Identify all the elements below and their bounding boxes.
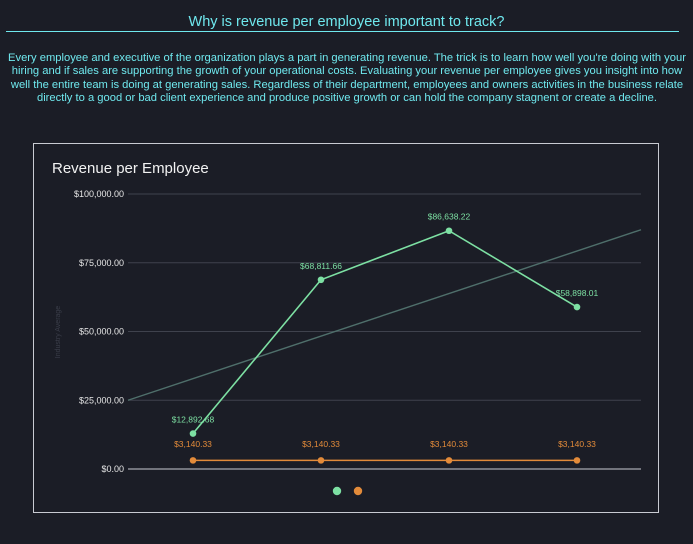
revenue-data-point xyxy=(189,430,197,437)
page-title: Why is revenue per employee important to… xyxy=(188,14,505,30)
y-tick-label: $100,000.00 xyxy=(74,189,124,199)
revenue-data-point xyxy=(573,303,581,311)
y-axis-title: Industry Average xyxy=(55,306,62,359)
chart-container xyxy=(33,143,659,513)
industry-data-point xyxy=(317,457,325,464)
intro-paragraph: Every employee and executive of the orga… xyxy=(8,52,686,105)
legend-dot-revenue xyxy=(332,486,342,496)
y-tick-label: $0.00 xyxy=(101,464,124,474)
chart-title: Revenue per Employee xyxy=(52,160,209,177)
y-tick-label: $75,000.00 xyxy=(79,258,124,268)
title-underline xyxy=(6,31,679,32)
revenue-data-label: $58,898.01 xyxy=(556,288,599,298)
industry-data-label: $3,140.33 xyxy=(302,439,340,449)
trend-line xyxy=(127,229,642,401)
legend-dot-industry xyxy=(353,486,363,496)
y-tick-label: $50,000.00 xyxy=(79,327,124,337)
industry-data-label: $3,140.33 xyxy=(430,439,468,449)
revenue-data-point xyxy=(317,276,325,284)
industry-data-label: $3,140.33 xyxy=(174,439,212,449)
revenue-data-label: $86,638.22 xyxy=(428,212,471,222)
revenue-data-label: $68,811.66 xyxy=(300,261,342,271)
y-tick-label: $25,000.00 xyxy=(79,395,124,405)
revenue-series-line xyxy=(192,229,578,435)
revenue-data-point xyxy=(445,227,453,235)
revenue-data-label: $12,892.68 xyxy=(172,415,215,425)
industry-data-point xyxy=(573,457,581,464)
industry-data-point xyxy=(445,457,453,464)
industry-data-label: $3,140.33 xyxy=(558,439,596,449)
industry-data-point xyxy=(189,457,197,464)
